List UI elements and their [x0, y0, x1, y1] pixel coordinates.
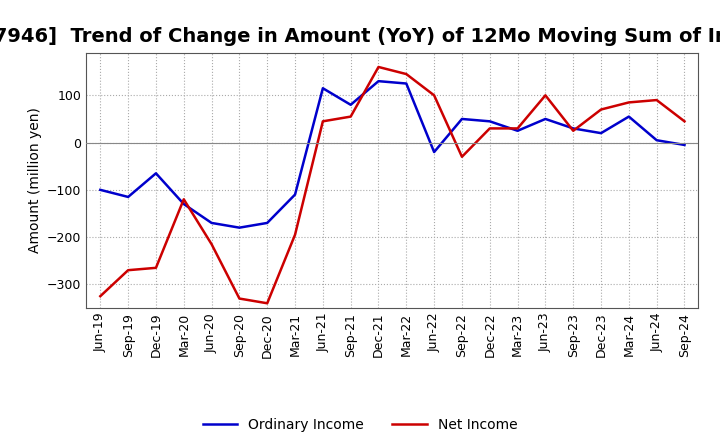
Net Income: [179, 197, 188, 202]
Net Income: [513, 126, 522, 131]
Net Income: [263, 301, 271, 306]
Ordinary Income: [318, 86, 327, 91]
Net Income: [318, 119, 327, 124]
Net Income: [235, 296, 243, 301]
Line: Ordinary Income: Ordinary Income: [100, 81, 685, 227]
Net Income: [346, 114, 355, 119]
Ordinary Income: [179, 202, 188, 207]
Ordinary Income: [680, 142, 689, 147]
Ordinary Income: [235, 225, 243, 230]
Net Income: [291, 232, 300, 238]
Net Income: [597, 107, 606, 112]
Legend: Ordinary Income, Net Income: Ordinary Income, Net Income: [197, 412, 523, 437]
Ordinary Income: [346, 102, 355, 107]
Ordinary Income: [402, 81, 410, 86]
Ordinary Income: [569, 126, 577, 131]
Ordinary Income: [430, 150, 438, 155]
Net Income: [624, 100, 633, 105]
Y-axis label: Amount (million yen): Amount (million yen): [27, 107, 42, 253]
Ordinary Income: [458, 116, 467, 121]
Ordinary Income: [541, 116, 550, 121]
Ordinary Income: [152, 171, 161, 176]
Ordinary Income: [207, 220, 216, 226]
Net Income: [96, 293, 104, 299]
Ordinary Income: [96, 187, 104, 192]
Net Income: [430, 93, 438, 98]
Net Income: [680, 119, 689, 124]
Ordinary Income: [485, 119, 494, 124]
Net Income: [124, 268, 132, 273]
Net Income: [485, 126, 494, 131]
Net Income: [652, 97, 661, 103]
Title: [7946]  Trend of Change in Amount (YoY) of 12Mo Moving Sum of Incomes: [7946] Trend of Change in Amount (YoY) o…: [0, 27, 720, 46]
Net Income: [402, 71, 410, 77]
Net Income: [152, 265, 161, 271]
Ordinary Income: [374, 78, 383, 84]
Ordinary Income: [124, 194, 132, 200]
Ordinary Income: [652, 138, 661, 143]
Ordinary Income: [513, 128, 522, 133]
Net Income: [541, 93, 550, 98]
Ordinary Income: [624, 114, 633, 119]
Net Income: [207, 242, 216, 247]
Net Income: [374, 64, 383, 70]
Net Income: [458, 154, 467, 159]
Ordinary Income: [291, 192, 300, 197]
Line: Net Income: Net Income: [100, 67, 685, 303]
Net Income: [569, 128, 577, 133]
Ordinary Income: [597, 131, 606, 136]
Ordinary Income: [263, 220, 271, 226]
